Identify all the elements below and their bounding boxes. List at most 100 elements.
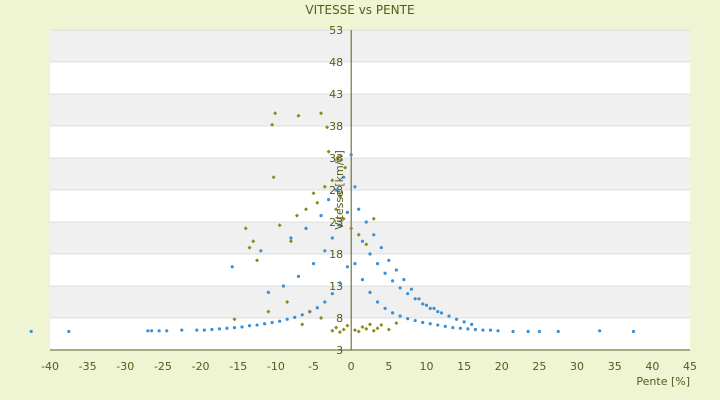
data-point	[157, 329, 161, 333]
data-point	[334, 325, 339, 330]
data-point	[353, 185, 357, 189]
data-point	[428, 322, 432, 326]
data-point	[357, 207, 361, 211]
data-point	[421, 302, 425, 306]
data-point	[458, 326, 462, 330]
data-point	[300, 322, 305, 327]
data-point	[262, 322, 267, 326]
data-point	[443, 324, 447, 328]
data-point	[67, 329, 71, 334]
data-point	[266, 290, 270, 294]
data-point	[409, 287, 414, 291]
data-point	[281, 284, 286, 288]
data-point	[273, 111, 278, 116]
data-point	[29, 329, 33, 334]
data-point	[243, 226, 248, 231]
plot-band	[50, 62, 690, 94]
data-point	[330, 292, 334, 296]
data-point	[394, 321, 399, 326]
data-point	[270, 122, 275, 127]
data-points	[29, 111, 636, 335]
data-point	[390, 279, 395, 283]
y-tick-label: 18	[329, 248, 343, 261]
data-point	[375, 300, 380, 304]
data-point	[247, 245, 252, 250]
data-point	[338, 223, 342, 227]
data-point	[230, 265, 234, 269]
data-point	[334, 188, 338, 192]
data-point	[436, 310, 440, 314]
data-point	[319, 111, 324, 116]
data-point	[266, 309, 271, 314]
data-point	[335, 156, 340, 160]
axis-ticks: -40 -35 -30 -25 -20 -15 -10 -5 0 5 10 15 20 25 30 35 40 4…	[41, 24, 697, 373]
data-point	[413, 297, 417, 301]
data-point	[296, 274, 301, 278]
data-point	[496, 329, 500, 333]
data-point	[398, 314, 402, 318]
data-point	[259, 249, 263, 253]
data-point	[319, 316, 324, 320]
data-point	[345, 210, 350, 214]
y-tick-label: 8	[336, 312, 343, 325]
data-point	[202, 328, 206, 332]
x-axis-label: Pente [%]	[636, 375, 690, 388]
data-point	[439, 311, 444, 315]
data-point	[428, 306, 432, 310]
data-point	[289, 236, 293, 240]
data-point	[294, 213, 299, 218]
data-point	[349, 153, 353, 157]
plot-band	[50, 158, 690, 190]
chart-title: VITESSE vs PENTE	[305, 3, 414, 17]
data-point	[368, 322, 372, 327]
data-point	[379, 323, 384, 328]
data-point	[371, 216, 376, 221]
data-point	[360, 239, 365, 243]
data-point	[375, 262, 380, 266]
x-tick-label: 40	[645, 360, 659, 373]
data-point	[356, 232, 361, 237]
data-point	[386, 327, 391, 332]
data-point	[556, 329, 560, 334]
data-point	[210, 327, 214, 332]
data-point	[598, 329, 602, 333]
data-point	[379, 246, 383, 250]
data-point	[285, 317, 289, 321]
data-point	[342, 175, 346, 179]
data-point	[315, 200, 320, 205]
data-point	[470, 322, 474, 326]
data-point	[466, 327, 470, 331]
data-point	[323, 249, 327, 253]
data-point	[451, 326, 455, 330]
data-point	[251, 239, 256, 244]
data-point	[330, 178, 335, 183]
data-point	[398, 286, 402, 290]
data-point	[406, 317, 410, 321]
data-point	[293, 315, 297, 319]
data-point	[319, 214, 323, 218]
data-point	[270, 320, 274, 325]
data-point	[255, 323, 259, 327]
data-point	[488, 328, 493, 332]
y-tick-label: 48	[329, 56, 343, 69]
x-tick-label: 10	[419, 360, 433, 373]
data-point	[371, 328, 376, 333]
data-point	[424, 303, 429, 307]
x-tick-label: 35	[608, 360, 622, 373]
x-tick-label: 20	[495, 360, 509, 373]
data-point	[481, 328, 485, 332]
data-point	[402, 278, 406, 282]
x-tick-label: -30	[116, 360, 134, 373]
data-point	[326, 198, 331, 202]
plot-band	[50, 94, 690, 126]
data-point	[334, 207, 339, 212]
data-point	[364, 326, 369, 331]
data-point	[271, 175, 276, 180]
data-point	[322, 184, 327, 189]
data-point	[337, 194, 342, 199]
x-tick-label: -25	[154, 360, 172, 373]
data-point	[345, 265, 350, 269]
data-point	[511, 329, 515, 334]
data-point	[353, 262, 357, 266]
